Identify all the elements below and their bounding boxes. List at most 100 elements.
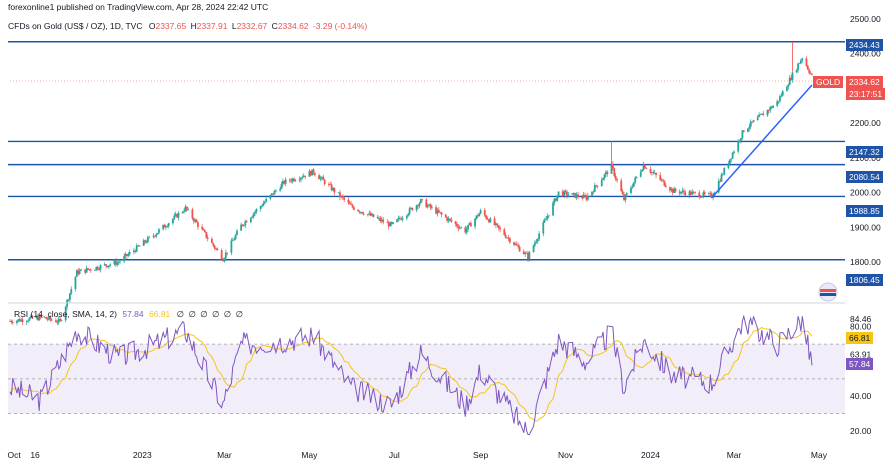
candle-body xyxy=(283,180,286,184)
candle-body xyxy=(493,218,496,226)
candle-body xyxy=(17,319,20,321)
candle-body xyxy=(397,217,400,220)
candle-body xyxy=(411,207,414,211)
candle-body xyxy=(720,174,723,182)
candle-body xyxy=(454,221,457,224)
trend-line xyxy=(711,84,813,199)
candle-body xyxy=(699,197,702,198)
candle-body xyxy=(405,215,408,219)
trend-line xyxy=(711,84,813,199)
candle-body xyxy=(183,211,185,213)
candle-body xyxy=(513,242,515,245)
candle-body xyxy=(698,192,701,198)
candle-body xyxy=(678,191,681,194)
candle-body xyxy=(279,189,282,191)
candle-body xyxy=(167,223,170,227)
candle-body xyxy=(418,203,421,207)
candle-body xyxy=(16,320,18,324)
candle-body xyxy=(290,180,293,182)
candle-body xyxy=(46,319,49,320)
candle-body xyxy=(811,73,813,75)
candle-body xyxy=(231,240,234,242)
candle-body xyxy=(38,315,41,321)
candle-body xyxy=(446,217,449,221)
candle-body xyxy=(527,253,529,260)
candle-body xyxy=(553,198,556,203)
candle-body xyxy=(398,217,401,219)
candle-body xyxy=(787,84,790,87)
candle-body xyxy=(770,106,773,109)
candle-body xyxy=(408,208,411,214)
candle-body xyxy=(469,222,472,227)
candle-body xyxy=(56,322,59,324)
candle-body xyxy=(503,229,506,236)
level-tag-1988: 1988.85 xyxy=(846,205,883,217)
candle-body xyxy=(162,224,165,230)
candle-body xyxy=(670,188,673,191)
publisher-line: forexonline1 published on TradingView.co… xyxy=(8,2,269,12)
candle-body xyxy=(741,130,744,139)
price-tick-label: 1800.00 xyxy=(850,257,881,267)
candle-body xyxy=(284,179,287,184)
candle-body xyxy=(202,229,205,231)
candle-body xyxy=(96,266,99,270)
candle-body xyxy=(127,254,130,256)
candle-body xyxy=(798,63,801,65)
candle-body xyxy=(584,194,586,197)
time-axis: Oct 16 2023 Mar May Jul Sep Nov 2024 Mar May xyxy=(8,450,828,460)
candle-body xyxy=(94,269,96,271)
candle-body xyxy=(429,204,432,208)
candle-body xyxy=(805,58,808,66)
candle-body xyxy=(436,209,439,214)
candle-body xyxy=(361,211,364,214)
candle-body xyxy=(674,188,677,192)
ohlc-close: 2334.62 xyxy=(277,21,309,31)
candle-body xyxy=(478,213,481,217)
candle-body xyxy=(226,252,229,254)
rsi-line xyxy=(9,314,813,435)
candle-body xyxy=(762,113,765,116)
candle-body xyxy=(366,214,369,216)
candle-body xyxy=(797,63,799,70)
symbol-tag: GOLD xyxy=(813,76,844,88)
candle-body xyxy=(142,240,145,246)
time-tick-label: 16 xyxy=(30,450,40,460)
candle-body xyxy=(116,262,119,265)
candle-body xyxy=(215,248,217,250)
candle-body xyxy=(280,183,283,190)
flag-stripe xyxy=(820,289,836,292)
rsi-null-1: ∅ xyxy=(188,309,196,319)
candle-body xyxy=(546,216,549,219)
candle-body xyxy=(479,210,482,214)
candle-body xyxy=(135,245,138,252)
candle-body xyxy=(358,211,361,213)
candle-body xyxy=(233,239,236,241)
candle-body xyxy=(517,245,520,247)
candle-body xyxy=(507,237,510,239)
rsi-legend-value: 57.84 xyxy=(122,309,144,319)
rsi-legend-sma: 66.81 xyxy=(149,309,171,319)
candle-body xyxy=(464,227,467,233)
rsi-background xyxy=(8,343,845,414)
candle-body xyxy=(347,199,350,203)
candle-body xyxy=(48,316,50,320)
candle-body xyxy=(243,225,245,227)
candle-body xyxy=(78,270,81,274)
candle-body xyxy=(710,193,713,198)
candle-body xyxy=(9,321,11,322)
candle-body xyxy=(669,187,671,191)
candle-body xyxy=(430,207,433,208)
candle-body xyxy=(563,190,566,196)
candle-body xyxy=(760,113,763,115)
candle-body xyxy=(244,221,247,226)
candle-body xyxy=(573,193,575,194)
candle-body xyxy=(107,265,110,268)
candle-body xyxy=(95,266,98,270)
symbol-title: CFDs on Gold (US$ / OZ), 1D, TVC xyxy=(8,21,143,31)
candle-body xyxy=(495,223,497,226)
rsi-value-tag: 57.84 xyxy=(846,358,874,370)
candle-body xyxy=(332,188,334,191)
candle-body xyxy=(577,194,579,198)
candle-body xyxy=(223,258,226,262)
